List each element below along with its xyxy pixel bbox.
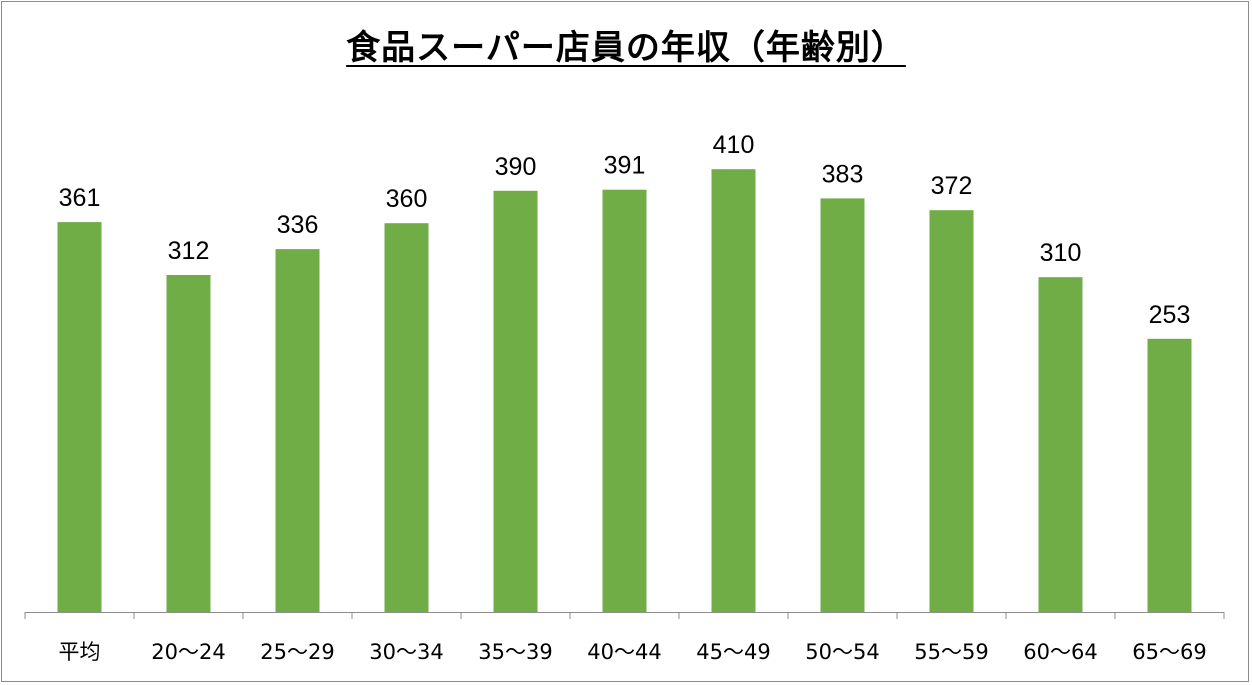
bar-value-label: 360 [386, 185, 428, 213]
bar [166, 275, 211, 612]
x-tick-label: 25〜29 [260, 640, 334, 664]
bar [384, 223, 429, 612]
x-tick-label: 60〜64 [1023, 640, 1097, 664]
x-tick-label: 65〜69 [1132, 640, 1206, 664]
bar-value-label: 372 [931, 172, 973, 200]
x-tick-label: 平均 [59, 640, 101, 664]
bar [929, 210, 974, 612]
bar-value-label: 410 [713, 131, 755, 159]
bar-value-label: 383 [822, 160, 864, 188]
bar [602, 189, 647, 612]
bar-value-label: 312 [168, 237, 210, 265]
bar [711, 169, 756, 612]
bar-value-label: 391 [604, 152, 646, 180]
bar [493, 190, 538, 613]
bar-value-label: 336 [277, 211, 319, 239]
labels-group: 361 平均 312 20〜24 336 25〜29 360 30〜34 390 35〜39 391… [59, 131, 1207, 664]
chart-title: 食品スーパー店員の年収（年齢別） [346, 28, 906, 68]
bar [1038, 277, 1083, 612]
x-tick-label: 45〜49 [696, 640, 770, 664]
x-tick-label: 55〜59 [914, 640, 988, 664]
x-axis [24, 612, 1225, 619]
x-tick-label: 50〜54 [805, 640, 879, 664]
x-tick-label: 20〜24 [151, 640, 225, 664]
bar [1147, 338, 1192, 612]
bars-group [57, 169, 1192, 613]
bar-value-label: 310 [1040, 239, 1082, 267]
x-tick-label: 30〜34 [369, 640, 443, 664]
bar [275, 249, 320, 612]
bar-value-label: 253 [1149, 301, 1191, 329]
x-tick-label: 40〜44 [587, 640, 661, 664]
bar-value-label: 390 [495, 153, 537, 181]
bar [820, 198, 865, 612]
x-tick-label: 35〜39 [478, 640, 552, 664]
bar-value-label: 361 [59, 184, 101, 212]
bar [57, 222, 102, 612]
